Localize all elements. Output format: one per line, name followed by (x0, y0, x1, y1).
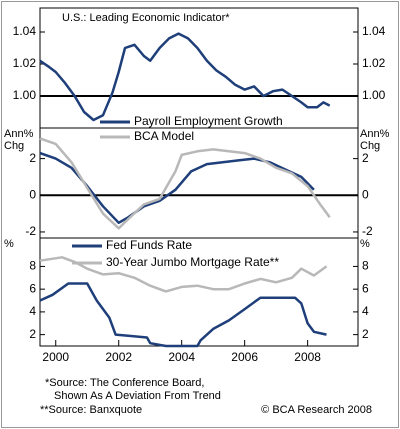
y-tick-label: 1.00 (362, 88, 386, 102)
y-axis-label: Ann% (360, 128, 390, 140)
y-tick-label: 6 (362, 281, 369, 295)
y-tick-label: 0 (29, 187, 36, 201)
y-axis-label: % (360, 238, 370, 250)
y-tick-label: 6 (29, 281, 36, 295)
series-line (39, 256, 328, 293)
x-tick-label: 2000 (42, 350, 69, 364)
footnote: *Source: The Conference Board, (45, 377, 204, 389)
y-tick-label: 2 (362, 151, 369, 165)
y-tick-label: 2 (29, 151, 36, 165)
x-tick-label: 2004 (168, 350, 195, 364)
y-axis-label: Chg (360, 140, 380, 152)
y-tick-label: -2 (25, 224, 36, 238)
y-tick-label: 8 (362, 259, 369, 273)
series-line (39, 282, 327, 348)
plot-area (39, 237, 359, 347)
y-axis-label: Ann% (4, 128, 34, 140)
y-tick-label: -2 (362, 224, 373, 238)
y-tick-label: 2 (362, 327, 369, 341)
legend-label: BCA Model (134, 129, 194, 143)
chart-title: U.S.: Leading Economic Indicator* (62, 12, 230, 24)
y-tick-label: 8 (29, 259, 36, 273)
y-tick-label: 4 (29, 304, 36, 318)
legend-label: Fed Funds Rate (106, 238, 192, 252)
x-tick-label: 2006 (231, 350, 258, 364)
series-line (39, 32, 331, 122)
footnote: Shown As A Deviation From Trend (54, 390, 221, 402)
legend-label: 30-Year Jumbo Mortgage Rate** (106, 255, 279, 269)
y-tick-label: 1.00 (13, 88, 37, 102)
series-line (39, 137, 331, 230)
footnote: **Source: Banxquote (40, 404, 142, 416)
y-tick-label: 1.02 (13, 56, 37, 70)
y-tick-label: 1.04 (362, 24, 386, 38)
y-axis-label: % (4, 238, 14, 250)
y-axis-label: Chg (4, 140, 24, 152)
y-tick-label: 0 (362, 187, 369, 201)
y-tick-label: 2 (29, 327, 36, 341)
x-tick-label: 2008 (294, 350, 321, 364)
y-tick-label: 1.04 (13, 24, 37, 38)
credit: © BCA Research 2008 (261, 404, 372, 416)
y-tick-label: 1.02 (362, 56, 386, 70)
x-tick-label: 2002 (105, 350, 132, 364)
legend-label: Payroll Employment Growth (134, 114, 283, 128)
y-tick-label: 4 (362, 304, 369, 318)
